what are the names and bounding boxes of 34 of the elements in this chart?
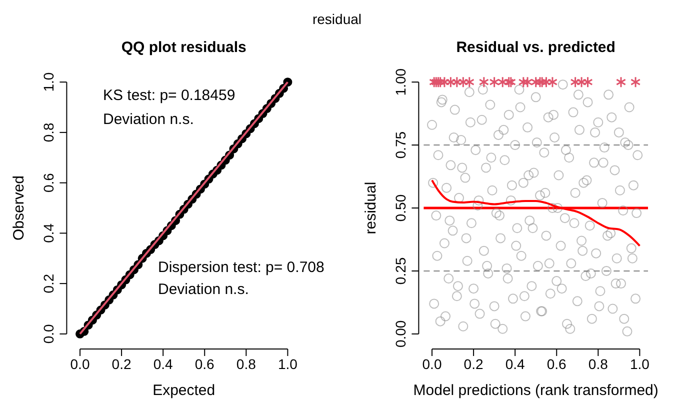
y-tick-label: 0.0	[40, 324, 57, 344]
x-tick-label: 0.0	[70, 356, 90, 372]
x-axis-title: Model predictions (rank transformed)	[413, 382, 658, 399]
y-tick-label: 0.00	[392, 320, 409, 348]
annotation: Dispersion test: p= 0.708	[158, 259, 324, 276]
y-tick-label: 0.8	[40, 122, 57, 142]
chart-title: QQ plot residuals	[121, 39, 246, 56]
x-tick-label: 0.8	[236, 356, 256, 372]
y-axis-title: residual	[362, 182, 380, 234]
chart-title: Residual vs. predicted	[456, 39, 616, 56]
y-tick-label: 0.25	[392, 257, 409, 285]
y-tick-label: 0.50	[392, 194, 409, 222]
x-tick-label: 0.6	[194, 356, 215, 372]
x-tick-label: 0.6	[546, 356, 567, 372]
y-tick-label: 1.00	[392, 68, 409, 96]
x-tick-label: 1.0	[278, 356, 298, 372]
x-tick-label: 0.4	[153, 356, 174, 372]
text: residual	[312, 11, 362, 27]
y-tick-label: 0.75	[392, 131, 409, 159]
y-tick-label: 1.0	[40, 72, 57, 92]
x-tick-label: 0.0	[422, 356, 442, 372]
x-axis-title: Expected	[152, 382, 216, 399]
annotation: KS test: p= 0.18459	[103, 87, 236, 104]
y-tick-label: 0.4	[40, 223, 57, 243]
annotation: Deviation n.s.	[103, 111, 194, 128]
y-axis-title: Observed	[10, 175, 28, 241]
x-tick-label: 0.2	[112, 356, 132, 372]
y-tick-label: 0.2	[40, 274, 57, 294]
x-tick-label: 0.8	[588, 356, 608, 372]
x-tick-label: 1.0	[630, 356, 650, 372]
y-tick-label: 0.6	[40, 172, 57, 193]
x-tick-label: 0.4	[505, 356, 526, 372]
annotation: Deviation n.s.	[158, 281, 249, 298]
x-tick-label: 0.2	[464, 356, 484, 372]
